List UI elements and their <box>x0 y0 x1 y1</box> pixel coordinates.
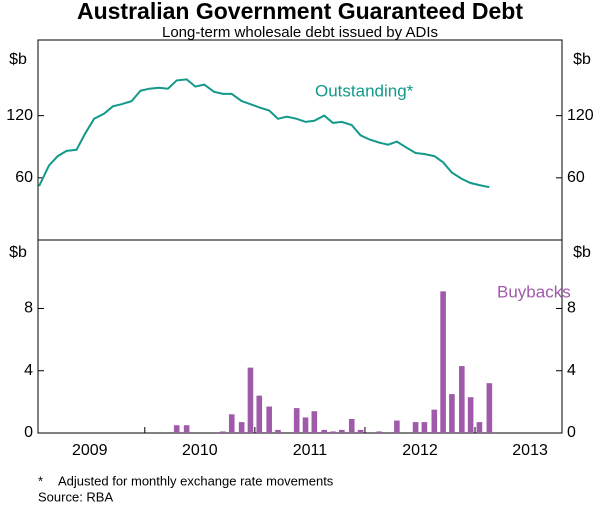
y-tick-label: 0 <box>24 424 33 441</box>
bar <box>449 394 455 433</box>
bar <box>421 422 428 433</box>
source: Source: RBA <box>38 489 113 504</box>
bar <box>311 411 318 433</box>
y-tick-label: 0 <box>567 424 576 441</box>
bar <box>412 422 419 433</box>
bar <box>247 367 254 433</box>
bar <box>183 425 190 433</box>
series-label: Buybacks <box>497 282 571 301</box>
footnote-marker: * <box>38 473 43 488</box>
bar <box>238 422 245 433</box>
y-tick-label: 120 <box>6 107 33 124</box>
bar <box>348 418 355 433</box>
line <box>38 78 490 189</box>
bar <box>459 366 465 433</box>
bar <box>330 431 336 433</box>
bar <box>339 429 345 433</box>
bar <box>293 408 300 433</box>
y-tick-label: 4 <box>567 362 576 379</box>
chart-subtitle: Long-term wholesale debt issued by ADIs <box>162 24 438 41</box>
bar <box>476 422 483 433</box>
bar <box>302 417 309 433</box>
chart-title: Australian Government Guaranteed Debt <box>77 0 523 24</box>
y-tick-label: 60 <box>567 169 585 186</box>
plot-frame <box>37 39 563 434</box>
y-tick-label: 120 <box>567 107 594 124</box>
footnote: Adjusted for monthly exchange rate movem… <box>58 473 334 488</box>
bar <box>394 420 400 433</box>
bar <box>228 414 235 433</box>
y-axis-label: $b <box>9 244 27 261</box>
y-axis-label: $b <box>573 244 591 261</box>
bar <box>266 406 272 433</box>
x-tick-label: 2010 <box>182 442 218 459</box>
bar <box>376 431 383 433</box>
x-tick-label: 2011 <box>293 442 328 459</box>
bar <box>440 291 446 433</box>
y-tick-label: 8 <box>567 300 576 317</box>
bar <box>486 383 493 433</box>
series-label: Outstanding* <box>315 81 414 100</box>
bar <box>220 431 226 433</box>
y-tick-label: 60 <box>15 169 33 186</box>
bar <box>321 429 328 433</box>
y-axis-label: $b <box>573 51 591 68</box>
x-tick-label: 2013 <box>512 442 548 459</box>
bar <box>173 425 180 433</box>
x-tick-label: 2009 <box>72 442 108 459</box>
x-tick-label: 2012 <box>402 442 438 459</box>
bar <box>275 429 281 433</box>
bar <box>467 397 474 433</box>
y-tick-label: 4 <box>24 362 33 379</box>
bar <box>256 395 263 433</box>
y-tick-label: 8 <box>24 300 33 317</box>
bar <box>431 409 438 433</box>
bar <box>357 429 364 433</box>
y-axis-label: $b <box>9 51 27 68</box>
